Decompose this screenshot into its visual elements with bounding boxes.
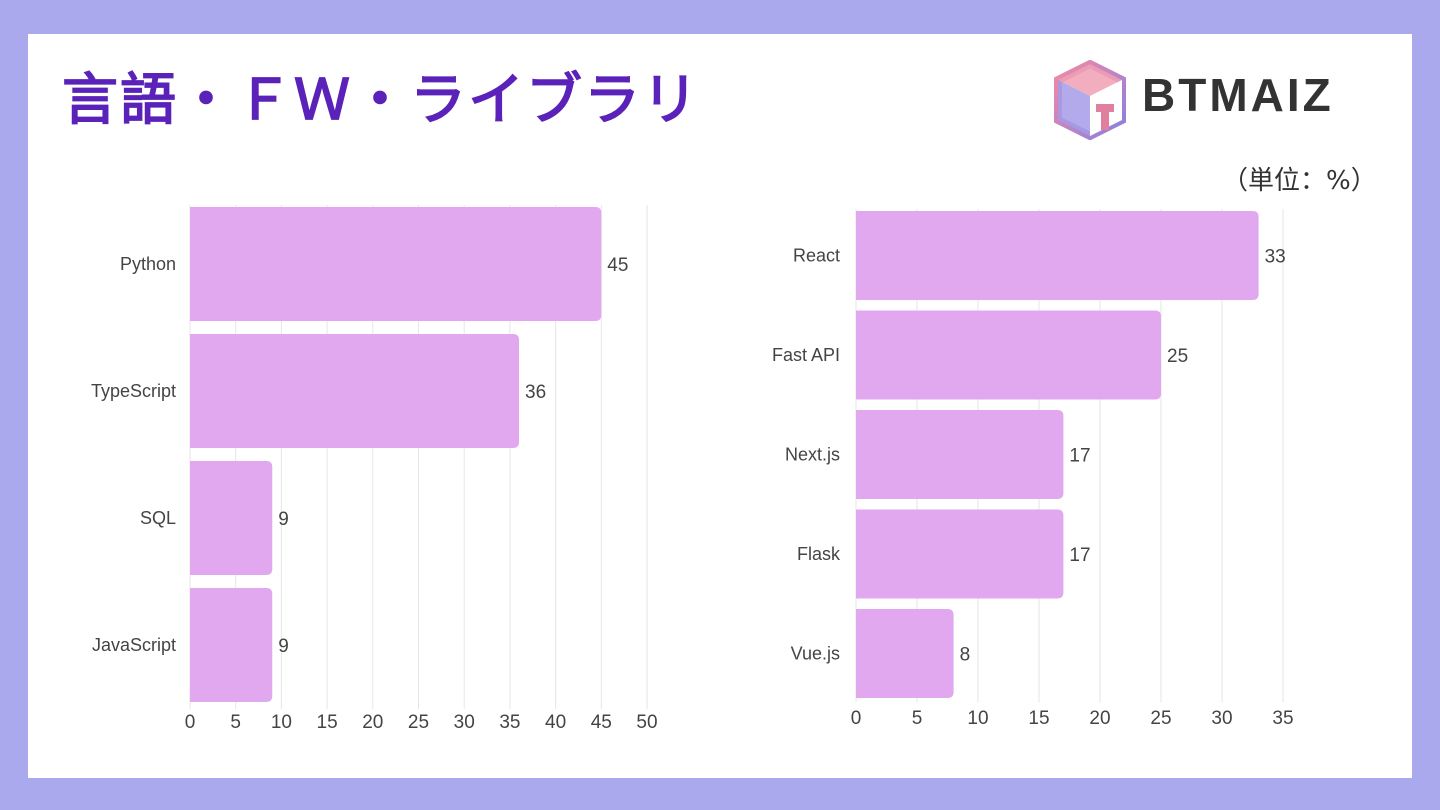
tick-label: 20 <box>1089 708 1110 729</box>
data-label: 9 <box>278 636 289 657</box>
tick-label: 15 <box>1028 708 1049 729</box>
data-label: 8 <box>960 645 971 666</box>
data-label: 33 <box>1265 247 1286 268</box>
page-title: 言語・ＦＷ・ライブラリ <box>62 68 700 133</box>
bar <box>190 588 273 702</box>
category-label: React <box>793 246 840 266</box>
tick-label: 25 <box>1150 708 1171 729</box>
tick-label: 5 <box>912 708 923 729</box>
data-label: 17 <box>1069 446 1090 467</box>
category-label: JavaScript <box>92 635 176 655</box>
unit-label: （単位：%） <box>1222 166 1377 196</box>
bar <box>190 461 273 575</box>
tick-label: 30 <box>1211 708 1232 729</box>
bar <box>856 609 954 698</box>
data-label: 45 <box>607 255 628 276</box>
bar <box>856 509 1064 599</box>
bar <box>856 310 1161 400</box>
category-label: TypeScript <box>91 381 176 401</box>
category-label: SQL <box>140 508 176 528</box>
tick-label: 40 <box>545 712 566 733</box>
tick-label: 10 <box>967 708 988 729</box>
tick-label: 45 <box>591 712 612 733</box>
tick-label: 0 <box>185 712 196 733</box>
bar <box>190 207 602 321</box>
tick-label: 10 <box>271 712 292 733</box>
category-label: Fast API <box>772 345 840 365</box>
tick-label: 35 <box>499 712 520 733</box>
data-label: 25 <box>1167 346 1188 367</box>
category-label: Next.js <box>785 445 840 465</box>
brand-logo: BTMAIZ <box>1050 59 1390 141</box>
tick-label: 15 <box>317 712 338 733</box>
category-label: Vue.js <box>791 644 840 664</box>
tick-label: 35 <box>1272 708 1293 729</box>
category-label: Python <box>120 254 176 274</box>
data-label: 36 <box>525 382 546 403</box>
category-label: Flask <box>797 544 841 564</box>
bar <box>190 334 520 448</box>
tick-label: 25 <box>408 712 429 733</box>
data-label: 9 <box>278 509 289 530</box>
logo-text: BTMAIZ <box>1142 69 1334 121</box>
bar <box>856 211 1259 300</box>
tick-label: 50 <box>636 712 657 733</box>
data-label: 17 <box>1069 545 1090 566</box>
tick-label: 20 <box>362 712 383 733</box>
tick-label: 0 <box>851 708 862 729</box>
bar <box>856 410 1064 499</box>
tick-label: 30 <box>454 712 475 733</box>
tick-label: 5 <box>230 712 241 733</box>
cube-logo-icon <box>1054 59 1126 141</box>
